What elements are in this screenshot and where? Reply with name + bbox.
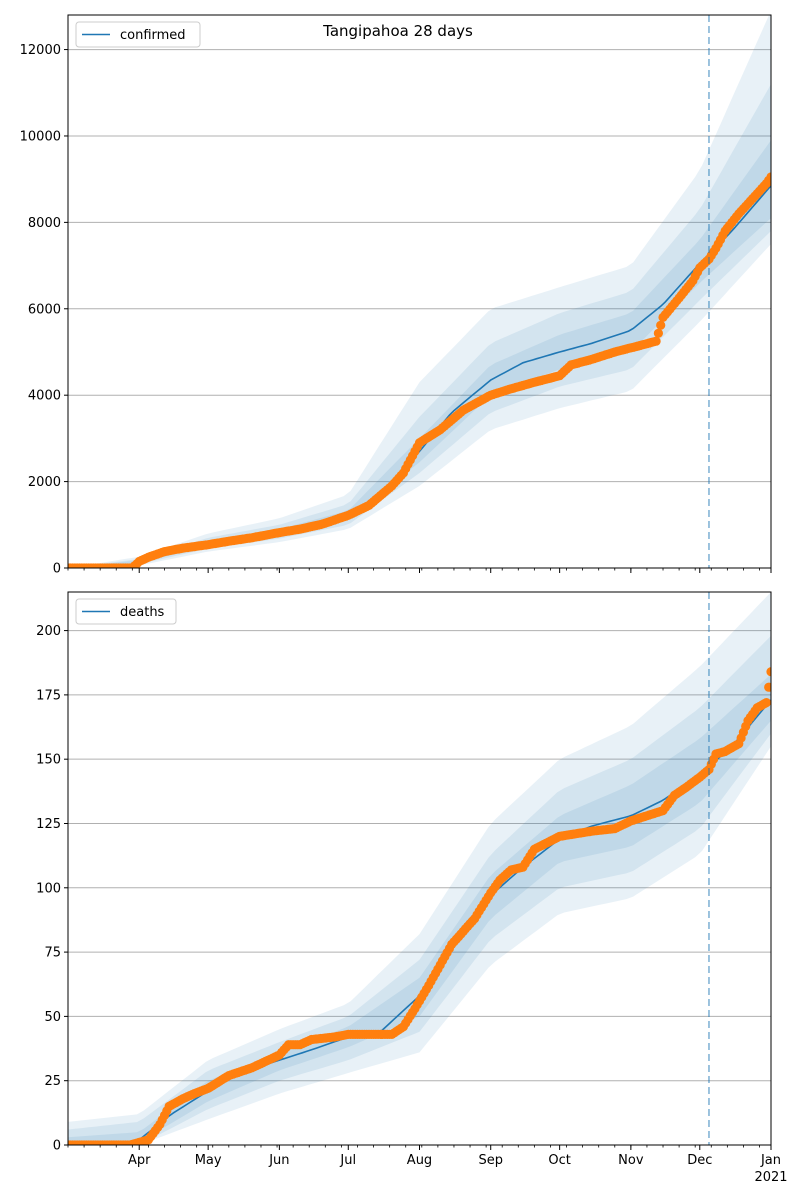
x-tick-label: Dec (687, 1153, 712, 1168)
x-tick-label: Aug (407, 1153, 432, 1168)
legend: deaths (75, 598, 177, 625)
observed-point (653, 328, 664, 338)
y-tick-label: 10000 (20, 129, 61, 144)
legend-box (75, 21, 201, 48)
confirmed-panel: 0 2000 4000 6000 8000 10000 12000 confirmed (20, 14, 772, 577)
observed-point (656, 320, 666, 330)
y-tick-label: 0 (53, 1139, 61, 1154)
x-tick-label: Apr (128, 1153, 151, 1168)
y-tick-label: 12000 (20, 43, 61, 58)
y-tick-label: 2000 (28, 475, 61, 490)
x-tick-label: Jun (268, 1153, 289, 1168)
x-tick-label: Jan (760, 1153, 781, 1168)
uncertainty-band-outer (68, 15, 771, 568)
legend-label: confirmed (120, 28, 186, 43)
y-tick-label: 25 (44, 1074, 61, 1089)
observed-point (766, 667, 771, 677)
x-tick-label: Nov (618, 1153, 644, 1168)
x-tick-label: May (195, 1153, 222, 1168)
y-tick-label: 50 (44, 1010, 61, 1025)
legend: confirmed (75, 21, 201, 48)
y-tick-label: 6000 (28, 302, 61, 317)
observed-point (761, 698, 771, 708)
observed-point (766, 172, 771, 182)
y-tick-label: 200 (36, 624, 61, 639)
y-tick-label: 125 (36, 817, 61, 832)
y-tick-label: 100 (36, 881, 61, 896)
x-tick-label: Jul (339, 1153, 356, 1168)
x-year-label: 2021 (754, 1170, 787, 1185)
legend-box (75, 598, 177, 625)
figure-title: Tangipahoa 28 days (322, 22, 473, 40)
observed-point (764, 682, 771, 692)
x-tick-label: Sep (478, 1153, 503, 1168)
deaths-observed-points (68, 667, 771, 1145)
legend-label: deaths (120, 605, 165, 620)
deaths-panel: 0 25 50 75 100 125 150 175 200 Apr May Jun Jul Aug Sep… (36, 591, 788, 1185)
confirmed-observed-points (68, 172, 771, 568)
grid-lines (68, 49, 771, 569)
uncertainty-band-outer (68, 592, 771, 1145)
uncertainty-band-middle (68, 84, 771, 568)
y-tick-label: 150 (36, 753, 61, 768)
y-tick-label: 75 (44, 946, 61, 961)
observed-point (651, 336, 661, 346)
y-tick-label: 8000 (28, 216, 61, 231)
y-tick-label: 0 (53, 562, 61, 577)
y-tick-label: 175 (36, 688, 61, 703)
x-tick-label: Oct (548, 1153, 570, 1168)
y-tick-label: 4000 (28, 389, 61, 404)
